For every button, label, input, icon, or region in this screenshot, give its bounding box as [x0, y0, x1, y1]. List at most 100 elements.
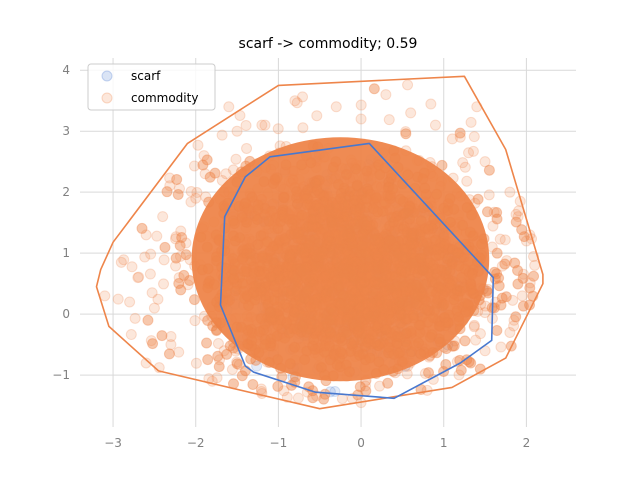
y-tick-label: 0: [62, 307, 70, 321]
commodity-point: [324, 235, 336, 247]
commodity-point: [145, 335, 157, 347]
data-points: [99, 79, 541, 409]
commodity-point: [241, 216, 253, 228]
commodity-point: [379, 198, 391, 210]
commodity-point: [313, 202, 325, 214]
commodity-point: [257, 250, 269, 262]
commodity-point: [173, 277, 185, 289]
commodity-point: [465, 116, 477, 128]
commodity-point: [372, 250, 384, 262]
commodity-point: [338, 229, 350, 241]
commodity-point: [318, 223, 330, 235]
commodity-point: [289, 371, 301, 383]
commodity-point: [280, 159, 292, 171]
commodity-point: [125, 329, 137, 341]
commodity-point: [516, 224, 528, 236]
commodity-point: [352, 215, 364, 227]
commodity-point: [393, 296, 405, 308]
commodity-point: [170, 231, 182, 243]
commodity-point: [159, 241, 171, 253]
commodity-point: [481, 206, 493, 218]
commodity-point: [468, 319, 480, 331]
commodity-point: [499, 258, 511, 270]
commodity-point: [223, 101, 235, 113]
commodity-point: [272, 354, 284, 366]
commodity-point: [289, 95, 301, 107]
commodity-point: [508, 314, 520, 326]
commodity-point: [394, 193, 406, 205]
commodity-point: [451, 247, 463, 259]
commodity-point: [142, 314, 154, 326]
commodity-point: [171, 173, 183, 185]
commodity-point: [510, 208, 522, 220]
commodity-point: [494, 233, 506, 245]
legend-marker-commodity: [101, 92, 113, 104]
commodity-point: [259, 119, 271, 131]
commodity-point: [315, 362, 327, 374]
legend: scarf commodity: [87, 63, 216, 111]
commodity-point: [174, 250, 186, 262]
commodity-point: [331, 359, 343, 371]
commodity-point: [402, 204, 414, 216]
commodity-point: [148, 302, 160, 314]
commodity-point: [212, 338, 224, 350]
commodity-point: [238, 266, 250, 278]
commodity-point: [317, 246, 329, 258]
commodity-point: [309, 294, 321, 306]
chart-title: scarf -> commodity; 0.59: [239, 36, 418, 52]
commodity-point: [468, 321, 480, 333]
commodity-point: [180, 249, 192, 261]
commodity-point: [421, 237, 433, 249]
commodity-point: [261, 260, 273, 272]
commodity-point: [139, 251, 151, 263]
commodity-point: [483, 189, 495, 201]
commodity-point: [457, 157, 469, 169]
commodity-point: [251, 214, 263, 226]
commodity-point: [256, 387, 268, 399]
commodity-point: [201, 337, 213, 349]
commodity-point: [407, 309, 419, 321]
commodity-point: [447, 340, 459, 352]
commodity-point: [161, 186, 173, 198]
commodity-point: [360, 246, 372, 258]
x-tick-label: −2: [187, 436, 205, 450]
commodity-point: [491, 213, 503, 225]
commodity-point: [230, 153, 242, 165]
commodity-point: [256, 119, 268, 131]
commodity-point: [129, 312, 141, 324]
commodity-point: [454, 127, 466, 139]
commodity-point: [338, 199, 350, 211]
commodity-point: [400, 128, 412, 140]
commodity-point: [491, 325, 503, 337]
commodity-point: [245, 353, 257, 365]
commodity-point: [312, 321, 324, 333]
commodity-point: [439, 311, 451, 323]
commodity-point: [172, 189, 184, 201]
commodity-point: [240, 119, 252, 131]
commodity-point: [152, 293, 164, 305]
commodity-point: [275, 314, 287, 326]
commodity-point: [374, 169, 386, 181]
commodity-point: [387, 183, 399, 195]
commodity-point: [405, 230, 417, 242]
commodity-point: [115, 256, 127, 268]
commodity-point: [237, 277, 249, 289]
commodity-point: [373, 356, 385, 368]
commodity-point: [236, 370, 248, 382]
x-tick-label: 1: [440, 436, 448, 450]
commodity-point: [383, 341, 395, 353]
commodity-point: [157, 211, 169, 223]
commodity-point: [529, 259, 541, 271]
commodity-point: [379, 295, 391, 307]
commodity-point: [323, 340, 335, 352]
commodity-point: [410, 288, 422, 300]
commodity-point: [470, 334, 482, 346]
commodity-point: [147, 338, 159, 350]
x-tick-label: −3: [104, 436, 122, 450]
commodity-point: [407, 257, 419, 269]
commodity-point: [255, 313, 267, 325]
commodity-point: [203, 196, 215, 208]
commodity-point: [202, 354, 214, 366]
commodity-point: [431, 188, 443, 200]
commodity-point: [214, 292, 226, 304]
